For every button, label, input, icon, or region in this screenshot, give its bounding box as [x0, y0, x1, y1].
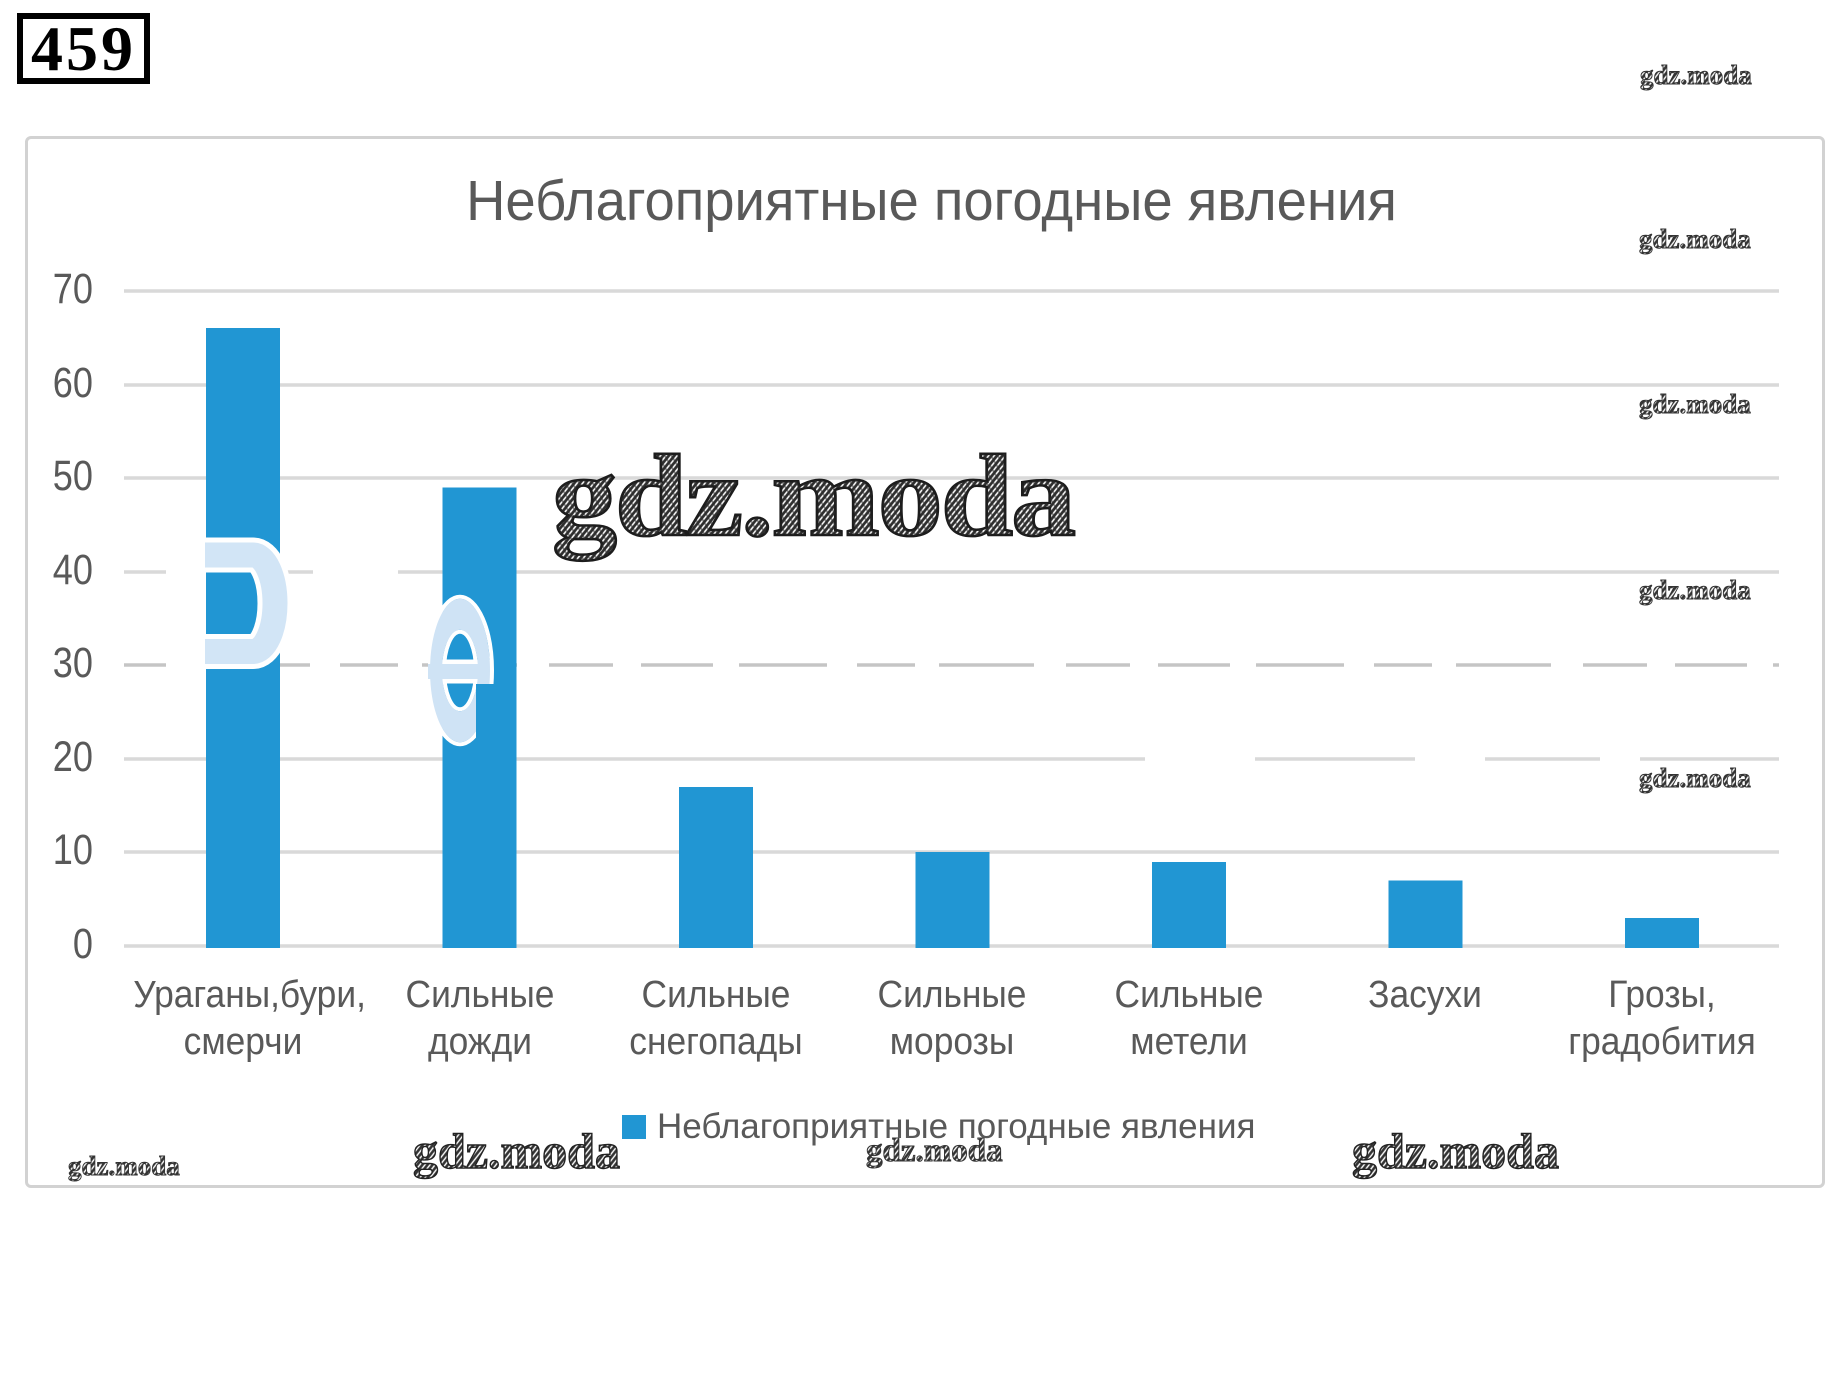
- svg-text:gdz.moda: gdz.moda: [1639, 224, 1751, 254]
- svg-text:gdz.moda: gdz.moda: [1639, 763, 1751, 793]
- svg-text:gdz.moda: gdz.moda: [552, 431, 1074, 561]
- svg-text:gdz.moda: gdz.moda: [1640, 60, 1752, 90]
- svg-text:gdz.moda: gdz.moda: [413, 1123, 620, 1179]
- svg-text:gdz.moda: gdz.moda: [68, 1151, 180, 1181]
- svg-text:gdz.moda: gdz.moda: [1639, 389, 1751, 419]
- svg-text:gdz.moda: gdz.moda: [1639, 575, 1751, 605]
- svg-text:gdz.moda: gdz.moda: [552, 431, 1074, 561]
- svg-text:gdz.moda: gdz.moda: [1352, 1123, 1559, 1179]
- svg-text:gdz.moda: gdz.moda: [866, 1133, 1003, 1169]
